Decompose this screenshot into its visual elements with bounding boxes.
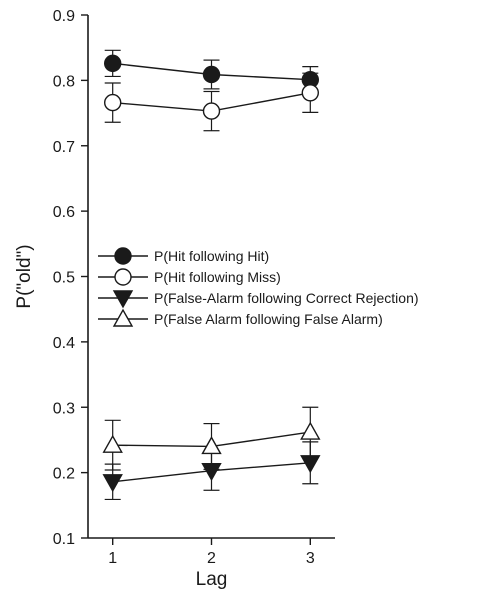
data-point bbox=[301, 84, 319, 102]
x-tick-label: 1 bbox=[108, 550, 117, 567]
data-point bbox=[202, 65, 221, 84]
legend-marker bbox=[112, 308, 134, 327]
data-point bbox=[201, 436, 222, 455]
legend-label: P(Hit following Hit) bbox=[154, 248, 269, 264]
legend-label: P(False Alarm following False Alarm) bbox=[154, 311, 383, 327]
legend-marker bbox=[114, 247, 132, 265]
legend-item: P(Hit following Miss) bbox=[98, 268, 281, 286]
x-tick-label: 2 bbox=[207, 550, 216, 567]
y-tick-label: 0.2 bbox=[53, 466, 75, 483]
y-tick-label: 0.5 bbox=[53, 270, 75, 287]
y-tick-label: 0.7 bbox=[53, 139, 75, 156]
y-tick-label: 0.4 bbox=[53, 335, 75, 352]
y-axis-title: P("old") bbox=[14, 244, 35, 308]
plot-area bbox=[102, 49, 321, 501]
data-point bbox=[102, 474, 123, 493]
series-0 bbox=[103, 49, 319, 94]
data-point bbox=[103, 93, 122, 112]
legend-label: P(False-Alarm following Correct Rejectio… bbox=[154, 290, 419, 306]
data-point bbox=[202, 102, 221, 120]
series-3 bbox=[102, 406, 321, 471]
x-tick-label: 3 bbox=[306, 550, 315, 567]
data-point bbox=[103, 54, 122, 73]
data-point bbox=[300, 421, 321, 440]
data-point bbox=[102, 434, 123, 453]
x-axis-title: Lag bbox=[196, 569, 228, 590]
x-axis-ticks: 1 2 3 bbox=[108, 538, 315, 567]
legend-marker bbox=[114, 268, 132, 286]
y-tick-label: 0.1 bbox=[53, 531, 75, 548]
legend-item: P(False Alarm following False Alarm) bbox=[98, 308, 383, 327]
y-tick-label: 0.6 bbox=[53, 204, 75, 221]
legend: P(Hit following Hit) P(Hit following Miss… bbox=[98, 247, 419, 327]
y-tick-label: 0.9 bbox=[53, 8, 75, 25]
y-tick-label: 0.8 bbox=[53, 73, 75, 90]
legend-marker bbox=[112, 290, 134, 309]
legend-label: P(Hit following Miss) bbox=[154, 269, 281, 285]
legend-item: P(Hit following Hit) bbox=[98, 247, 269, 265]
series-1 bbox=[103, 72, 319, 132]
legend-item: P(False-Alarm following Correct Rejectio… bbox=[98, 290, 419, 309]
y-tick-label: 0.3 bbox=[53, 400, 75, 417]
y-axis-ticks: 0.1 0.2 0.3 0.4 0.5 0.6 0.7 0.8 0.9 bbox=[53, 8, 88, 548]
